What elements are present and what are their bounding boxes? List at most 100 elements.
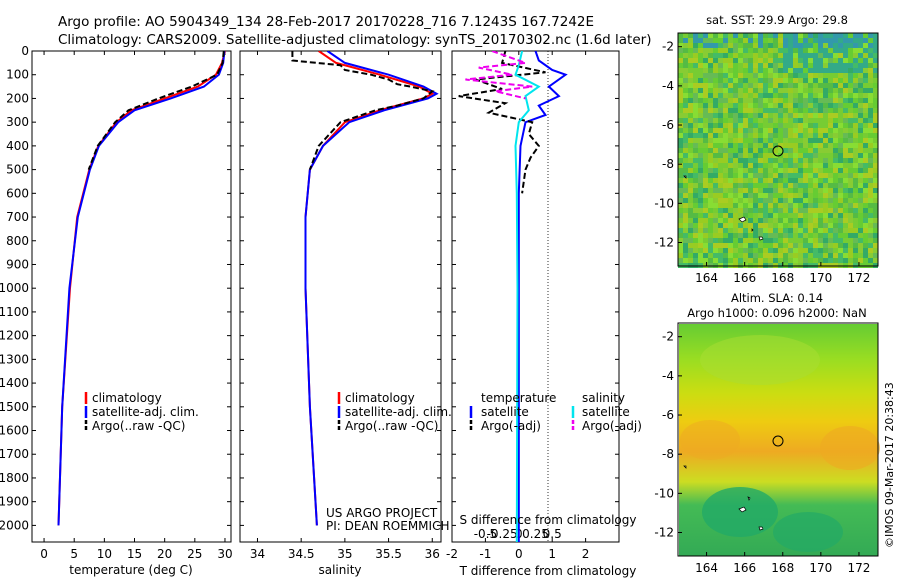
sst-cell (728, 203, 733, 208)
sst-cell (838, 128, 843, 133)
sst-cell (688, 108, 693, 113)
sst-cell (853, 188, 858, 193)
sst-cell (713, 168, 718, 173)
sst-cell (728, 143, 733, 148)
sst-cell (718, 203, 723, 208)
sst-cell (873, 98, 878, 103)
sst-cell (753, 193, 758, 198)
sst-cell (723, 63, 728, 68)
sst-cell (873, 38, 878, 43)
sst-cell (803, 208, 808, 213)
sst-cell (858, 198, 863, 203)
sst-cell (748, 43, 753, 48)
sst-cell (808, 243, 813, 248)
sst-cell (683, 258, 688, 263)
sst-cell (748, 38, 753, 43)
sst-cell (828, 143, 833, 148)
sst-cell (713, 208, 718, 213)
sst-cell (828, 108, 833, 113)
sst-cell (773, 93, 778, 98)
sst-cell (758, 193, 763, 198)
sst-cell (788, 208, 793, 213)
sst-cell (803, 78, 808, 83)
sst-cell (713, 233, 718, 238)
footer-credit: ©IMOS 09-Mar-2017 20:38:43 (883, 382, 896, 548)
sst-cell (773, 203, 778, 208)
sst-cell (843, 153, 848, 158)
sst-cell (733, 203, 738, 208)
sst-cell (858, 78, 863, 83)
sst-cell (743, 183, 748, 188)
sst-cell (808, 193, 813, 198)
sst-cell (728, 178, 733, 183)
sst-cell (753, 33, 758, 38)
sst-cell (833, 78, 838, 83)
sst-cell (688, 218, 693, 223)
sst-cell (848, 48, 853, 53)
sst-cell (853, 53, 858, 58)
sst-cell (788, 138, 793, 143)
legend-title-salinity: salinity (582, 391, 625, 405)
sst-cell (728, 118, 733, 123)
sst-cell (708, 113, 713, 118)
sst-cell (833, 258, 838, 263)
sst-cell (853, 118, 858, 123)
sst-cell (703, 233, 708, 238)
sst-cell (743, 173, 748, 178)
sst-cell (703, 38, 708, 43)
sst-cell (678, 38, 683, 43)
sst-cell (828, 163, 833, 168)
sst-cell (768, 148, 773, 153)
sst-cell (848, 38, 853, 43)
sst-cell (773, 43, 778, 48)
sst-cell (813, 148, 818, 153)
sst-cell (733, 43, 738, 48)
sst-cell (683, 58, 688, 63)
sst-cell (818, 118, 823, 123)
sst-cell (763, 148, 768, 153)
sst-cell (818, 38, 823, 43)
sst-cell (873, 103, 878, 108)
sst-cell (873, 123, 878, 128)
sst-cell (728, 123, 733, 128)
sst-cell (838, 83, 843, 88)
sst-cell (783, 53, 788, 58)
sst-cell (793, 103, 798, 108)
sst-cell (678, 48, 683, 53)
sst-cell (748, 193, 753, 198)
sst-cell (843, 128, 848, 133)
sst-cell (733, 163, 738, 168)
sst-cell (853, 73, 858, 78)
sst-cell (768, 48, 773, 53)
sst-cell (698, 233, 703, 238)
sst-cell (743, 243, 748, 248)
sst-cell (763, 93, 768, 98)
sst-cell (808, 73, 813, 78)
sst-cell (783, 183, 788, 188)
sst-cell (778, 68, 783, 73)
sst-cell (793, 123, 798, 128)
sst-cell (843, 178, 848, 183)
sst-cell (793, 213, 798, 218)
sst-cell (863, 103, 868, 108)
sst-cell (683, 143, 688, 148)
sst-cell (728, 53, 733, 58)
sst-cell (768, 253, 773, 258)
sst-cell (833, 233, 838, 238)
sst-cell (803, 128, 808, 133)
sst-cell (868, 188, 873, 193)
sst-cell (733, 198, 738, 203)
series-line (458, 51, 546, 194)
sst-cell (853, 33, 858, 38)
sst-cell (733, 38, 738, 43)
sst-cell (708, 103, 713, 108)
sst-cell (773, 118, 778, 123)
sst-cell (743, 133, 748, 138)
x-tick-label: -1 (479, 547, 491, 561)
sst-cell (698, 133, 703, 138)
sst-cell (708, 153, 713, 158)
sst-cell (678, 183, 683, 188)
sst-cell (803, 218, 808, 223)
sst-cell (788, 58, 793, 63)
sst-cell (703, 203, 708, 208)
